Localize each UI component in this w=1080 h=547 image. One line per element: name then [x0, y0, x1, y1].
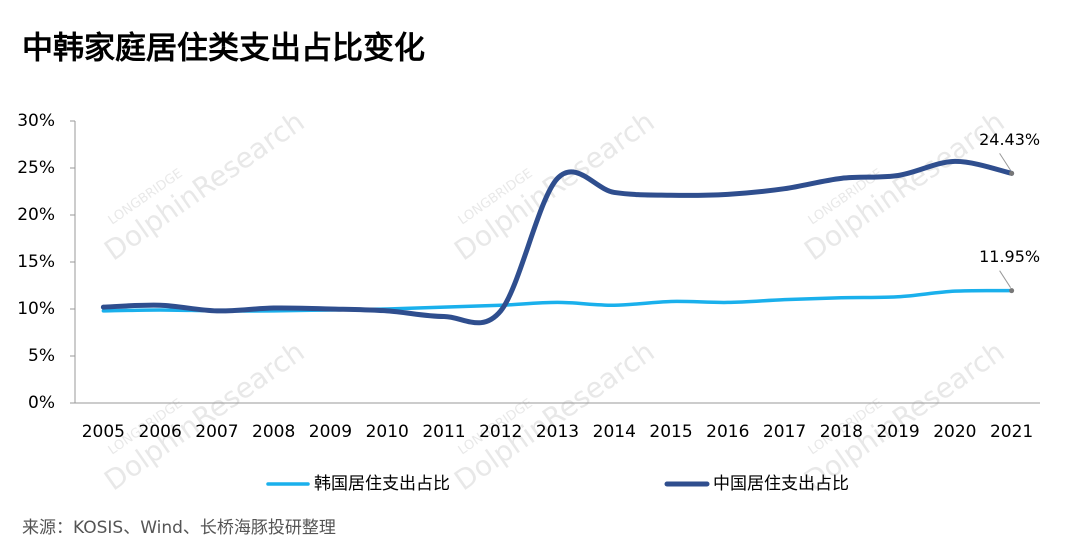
x-tick-label: 2017: [763, 422, 806, 442]
label-leader: [999, 153, 1012, 171]
legend-label: 韩国居住支出占比: [314, 474, 450, 494]
label-leader: [999, 270, 1012, 288]
y-tick-label: 5%: [28, 346, 55, 366]
x-tick-label: 2008: [252, 422, 295, 442]
x-tick-label: 2015: [649, 422, 692, 442]
y-tick-label: 0%: [28, 393, 55, 413]
end-point: [1009, 288, 1015, 294]
data-label: 11.95%: [979, 247, 1040, 266]
y-tick-label: 30%: [17, 111, 55, 131]
x-tick-label: 2009: [309, 422, 352, 442]
x-tick-label: 2010: [366, 422, 409, 442]
y-tick-label: 10%: [17, 299, 55, 319]
x-tick-label: 2013: [536, 422, 579, 442]
x-tick-label: 2018: [820, 422, 863, 442]
y-tick-label: 20%: [17, 205, 55, 225]
series-line: [100, 158, 1015, 326]
y-tick-label: 25%: [17, 158, 55, 178]
x-tick-label: 2020: [933, 422, 976, 442]
x-tick-label: 2019: [876, 422, 919, 442]
x-tick-label: 2005: [82, 422, 125, 442]
chart-title: 中韩家庭居住类支出占比变化: [22, 31, 425, 67]
x-tick-label: 2014: [593, 422, 636, 442]
source-note: 来源：KOSIS、Wind、长桥海豚投研整理: [22, 518, 336, 538]
x-tick-label: 2021: [990, 422, 1033, 442]
x-tick-label: 2011: [422, 422, 465, 442]
legend-label: 中国居住支出占比: [713, 474, 849, 494]
x-tick-label: 2007: [195, 422, 238, 442]
x-tick-label: 2012: [479, 422, 522, 442]
end-point: [1009, 170, 1015, 176]
x-tick-label: 2016: [706, 422, 749, 442]
data-label: 24.43%: [979, 130, 1040, 149]
x-tick-label: 2006: [139, 422, 182, 442]
y-tick-label: 15%: [17, 252, 55, 272]
